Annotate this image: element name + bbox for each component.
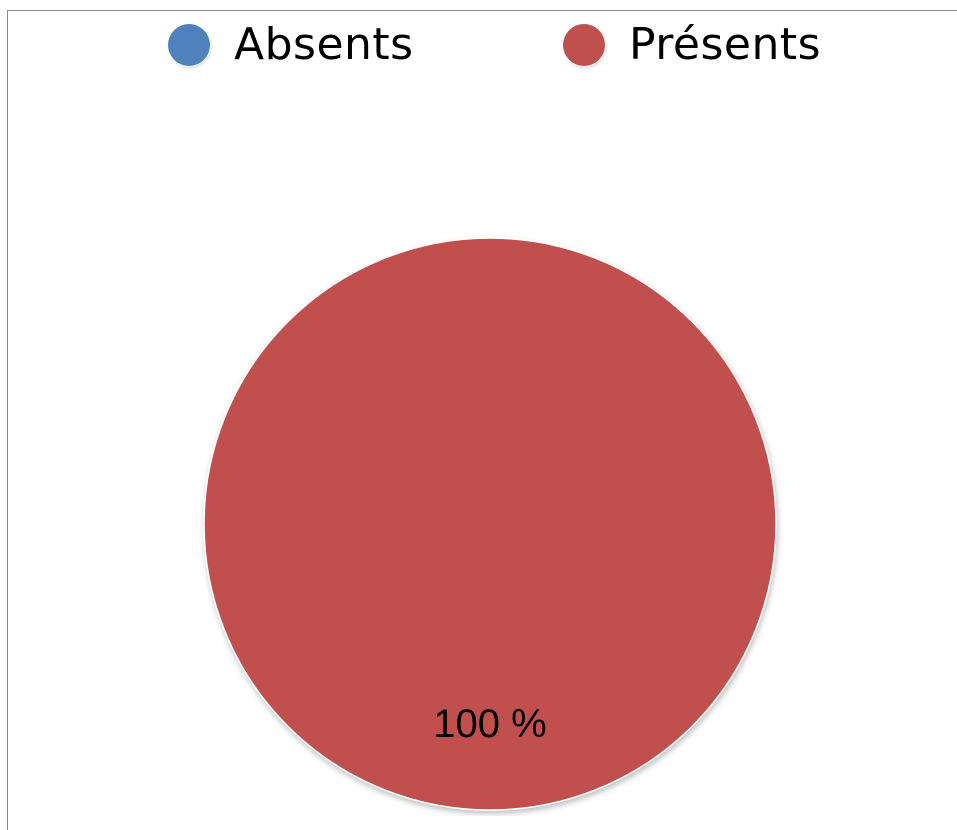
legend-item-absents: Absents bbox=[168, 18, 414, 72]
legend-label-absents: Absents bbox=[234, 19, 414, 70]
chart-legend: Absents Présents bbox=[0, 18, 957, 72]
legend-swatch-presents bbox=[563, 24, 605, 66]
legend-label-presents: Présents bbox=[629, 19, 822, 70]
pie-slices bbox=[203, 237, 777, 811]
legend-swatch-absents bbox=[168, 24, 210, 66]
data-label-presents: 100 % bbox=[433, 702, 546, 746]
pie-slice-presents bbox=[203, 237, 777, 811]
chart-frame bbox=[7, 10, 957, 830]
legend-item-presents: Présents bbox=[563, 18, 821, 72]
